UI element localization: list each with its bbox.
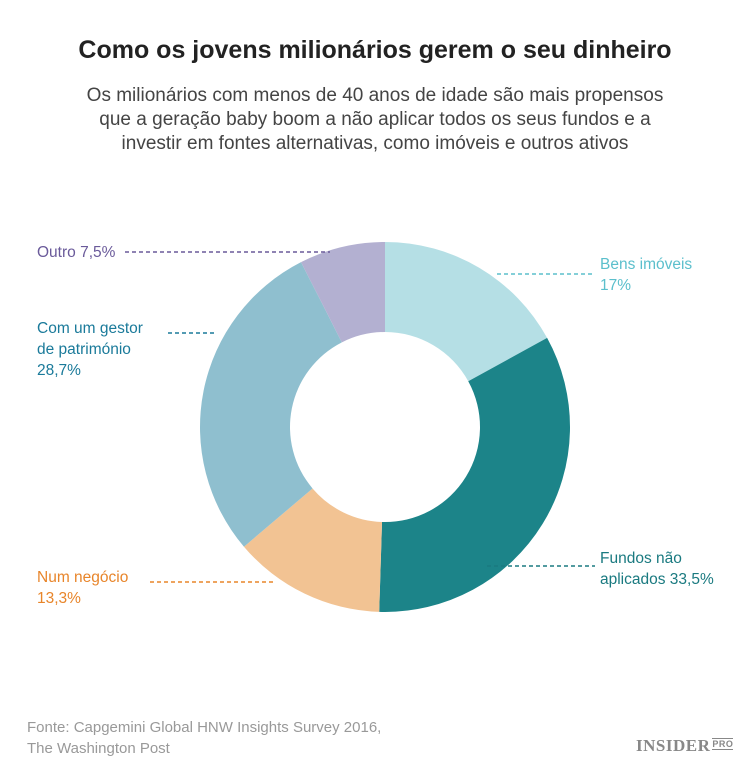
insider-pro-logo: INSIDER PRO xyxy=(636,736,734,756)
label-gestor-line2: de património xyxy=(37,341,131,358)
slice-outro xyxy=(301,242,385,343)
slice-gestor xyxy=(199,262,342,547)
label-bens-imoveis: Bens imóveis 17% xyxy=(600,254,692,296)
label-gestor-line1: Com um gestor xyxy=(37,320,143,337)
slice-fundos xyxy=(379,337,570,612)
source-line1: Fonte: Capgemini Global HNW Insights Sur… xyxy=(27,719,382,736)
source-note: Fonte: Capgemini Global HNW Insights Sur… xyxy=(27,717,381,759)
label-gestor-value: 28,7% xyxy=(37,362,81,379)
source-line2: The Washington Post xyxy=(27,740,170,757)
chart-title: Como os jovens milionários gerem o seu d… xyxy=(78,36,672,64)
slice-bens-imoveis xyxy=(385,242,548,382)
label-bens-name: Bens imóveis xyxy=(600,256,693,273)
label-negocio-name: Num negócio xyxy=(37,569,129,586)
label-outro: Outro 7,5% xyxy=(37,244,116,261)
label-fundos-value: aplicados 33,5% xyxy=(600,571,714,588)
logo-sub: PRO xyxy=(712,738,734,750)
label-fundos-name: Fundos não xyxy=(600,550,682,567)
label-gestor: Com um gestor de património 28,7% xyxy=(37,318,143,381)
label-negocio: Num negócio 13,3% xyxy=(37,567,128,609)
label-bens-value: 17% xyxy=(600,277,632,294)
label-negocio-value: 13,3% xyxy=(37,590,81,607)
logo-main: INSIDER xyxy=(636,736,711,755)
label-fundos: Fundos não aplicados 33,5% xyxy=(600,548,714,590)
chart-subtitle: Os milionários com menos de 40 anos de i… xyxy=(86,85,664,154)
slice-negocio xyxy=(243,488,383,612)
